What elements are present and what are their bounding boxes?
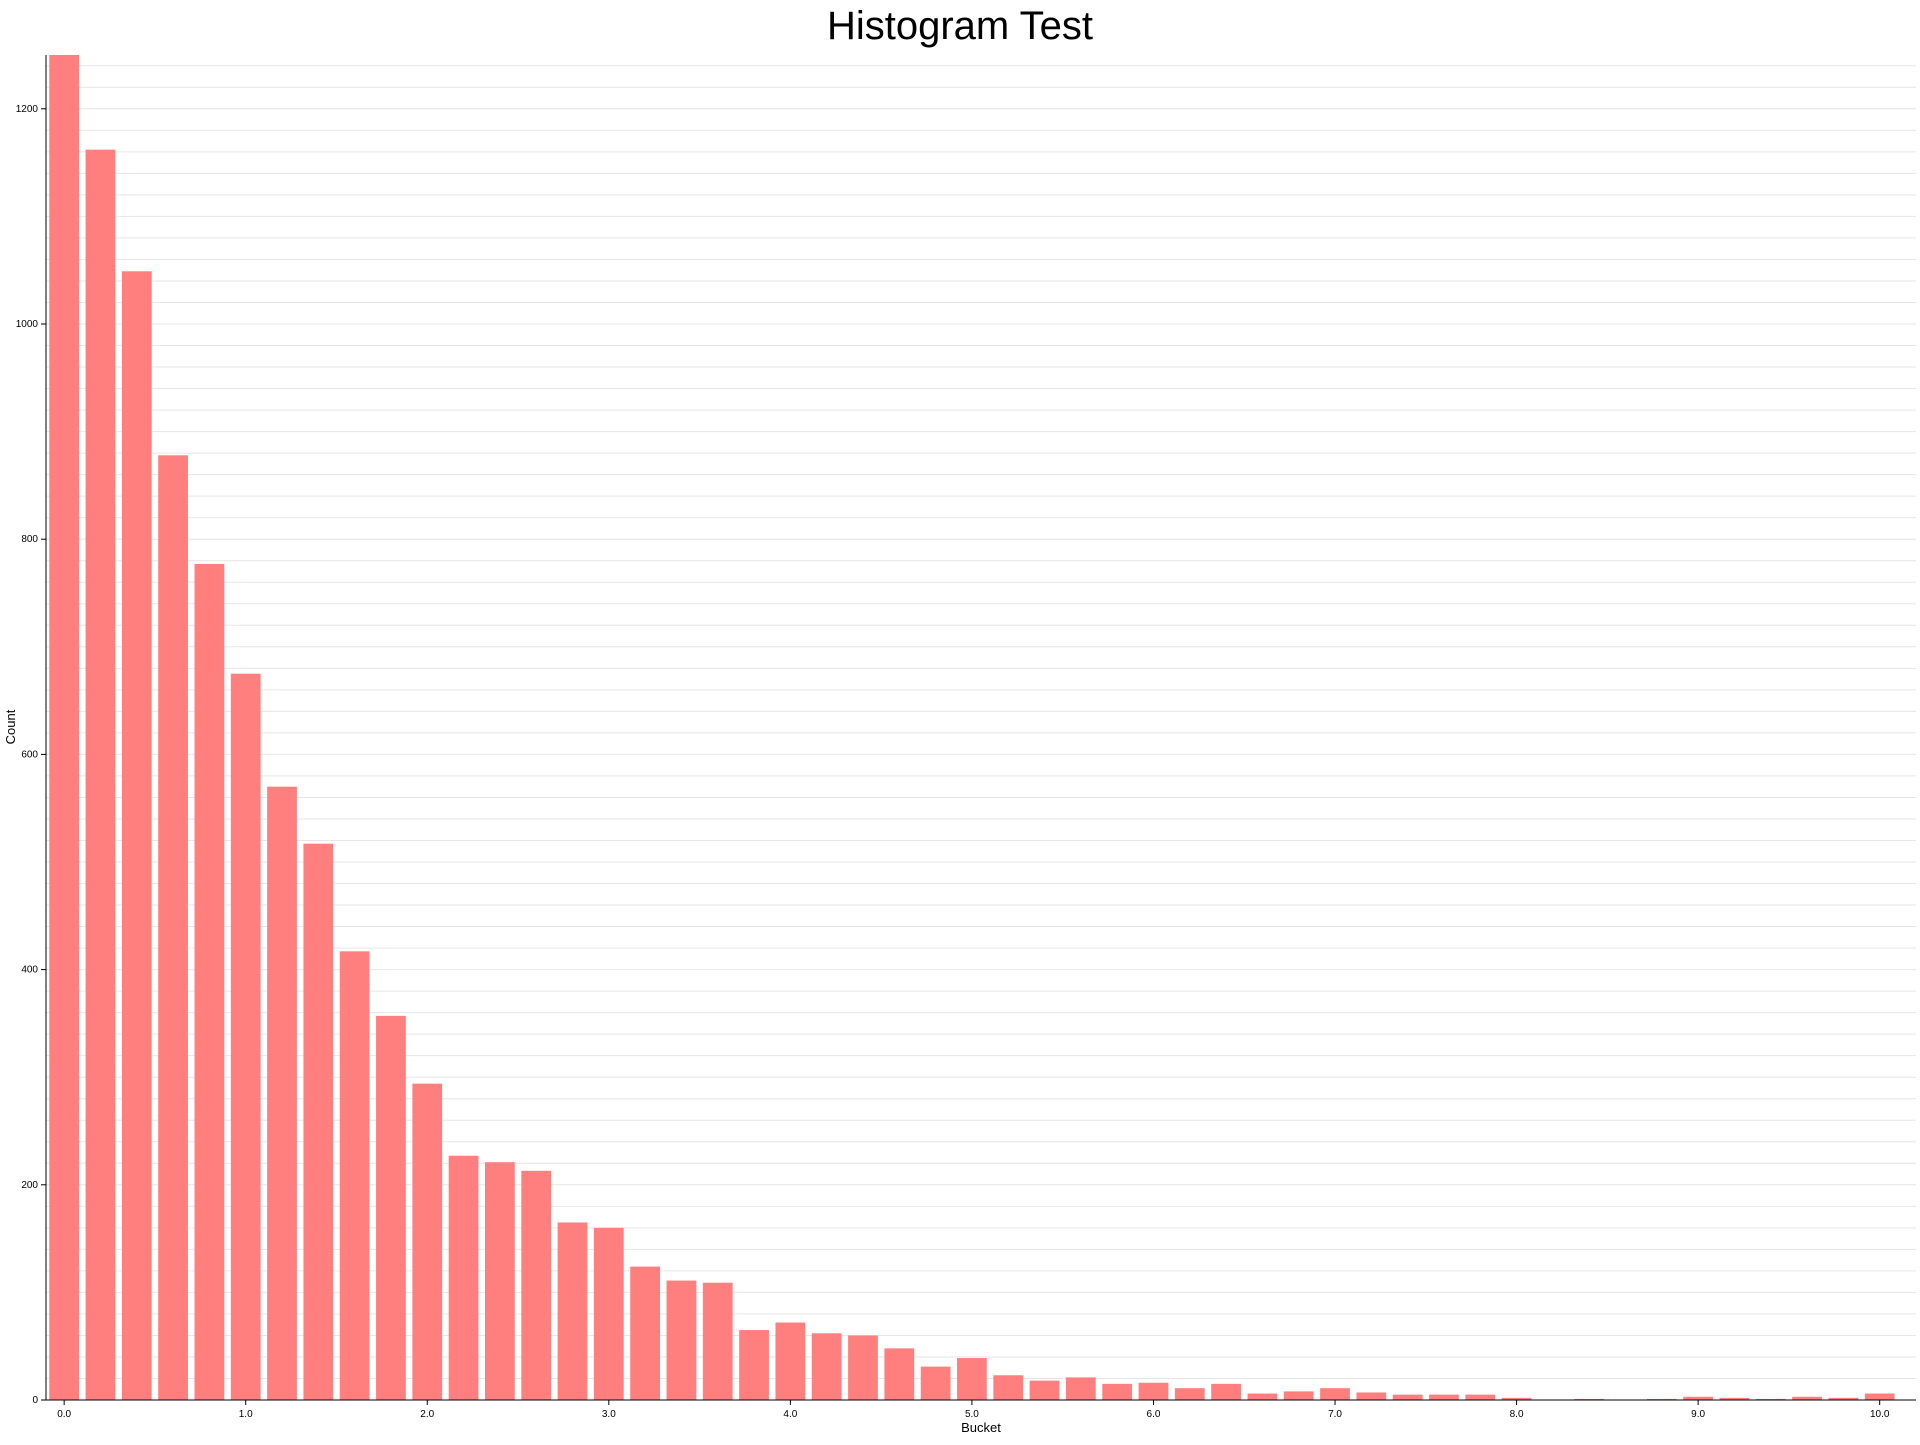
histogram-bar [920, 1366, 951, 1400]
histogram-bar [811, 1333, 842, 1400]
histogram-bar [521, 1170, 552, 1400]
histogram-bar [376, 1015, 406, 1400]
y-axis-ticks: 0 200 400 600 800 1000 1200 [16, 104, 46, 1406]
histogram-bar [1465, 1394, 1496, 1400]
histogram-bar [1247, 1393, 1278, 1400]
histogram-bar [739, 1330, 769, 1400]
histogram-bar [957, 1358, 987, 1400]
histogram-bar [1211, 1383, 1241, 1400]
histogram-bar [1792, 1396, 1822, 1400]
histogram-bar [1864, 1393, 1895, 1400]
histogram-bar [1356, 1392, 1387, 1400]
x-tick-label: 6.0 [1147, 1409, 1161, 1420]
histogram-bar [121, 271, 152, 1400]
histogram-bar [85, 149, 116, 1401]
x-tick-label: 4.0 [783, 1409, 797, 1420]
y-tick-label: 400 [21, 965, 38, 976]
y-tick-label: 0 [32, 1395, 38, 1406]
histogram-bar [158, 455, 188, 1401]
histogram-bar [230, 673, 261, 1400]
y-tick-label: 800 [21, 534, 38, 545]
histogram-bar [1320, 1388, 1350, 1400]
histogram-bar [557, 1222, 588, 1400]
x-tick-label: 0.0 [57, 1409, 71, 1420]
histogram-bar [1174, 1388, 1205, 1400]
histogram-bar [194, 563, 225, 1400]
histogram-bar [303, 843, 334, 1400]
chart-title: Histogram Test [827, 4, 1093, 48]
histogram-bar [1065, 1377, 1096, 1400]
histogram-bar [630, 1266, 661, 1400]
x-tick-label: 9.0 [1691, 1409, 1705, 1420]
histogram-bar [267, 786, 297, 1400]
histogram-bar [412, 1083, 443, 1400]
y-tick-label: 1200 [16, 104, 39, 115]
histogram-bar [1138, 1382, 1169, 1400]
bars [49, 55, 1895, 1401]
histogram-bar [1029, 1380, 1060, 1400]
histogram-bar [1574, 1398, 1605, 1400]
histogram-bar [1102, 1383, 1133, 1400]
histogram-bar [1683, 1396, 1714, 1400]
y-axis-label: Count [3, 709, 18, 744]
histogram-bar [1828, 1397, 1859, 1400]
x-axis-label: Bucket [961, 1420, 1001, 1435]
x-tick-label: 3.0 [602, 1409, 616, 1420]
x-tick-label: 10.0 [1870, 1409, 1890, 1420]
histogram-bar [702, 1282, 733, 1400]
y-tick-label: 200 [21, 1180, 38, 1191]
histogram-bar [484, 1162, 515, 1400]
y-tick-label: 600 [21, 749, 38, 760]
x-tick-label: 7.0 [1328, 1409, 1342, 1420]
y-tick-label: 1000 [16, 319, 39, 330]
histogram-bar [1646, 1398, 1677, 1400]
histogram-bar [339, 951, 370, 1400]
x-tick-label: 8.0 [1510, 1409, 1524, 1420]
x-tick-label: 5.0 [965, 1409, 979, 1420]
histogram-bar [1755, 1398, 1786, 1400]
x-axis-ticks: 0.0 1.0 2.0 3.0 4.0 5.0 6.0 7.0 8.0 9.0 10.0 [57, 1400, 1890, 1420]
x-tick-label: 2.0 [420, 1409, 434, 1420]
histogram-bar [49, 55, 80, 1400]
histogram-bar [884, 1348, 915, 1400]
histogram-bar [993, 1375, 1024, 1400]
histogram-bar [1392, 1394, 1423, 1400]
histogram-bar [775, 1322, 806, 1400]
x-tick-label: 1.0 [239, 1409, 253, 1420]
histogram-bar [1719, 1397, 1750, 1400]
histogram-bar [448, 1155, 479, 1400]
histogram-bar [848, 1335, 878, 1400]
histogram-bar [593, 1227, 624, 1400]
histogram-bar [1429, 1394, 1459, 1400]
histogram-bar [1501, 1397, 1532, 1400]
histogram-bar [666, 1280, 697, 1400]
histogram-bar [1283, 1391, 1314, 1400]
